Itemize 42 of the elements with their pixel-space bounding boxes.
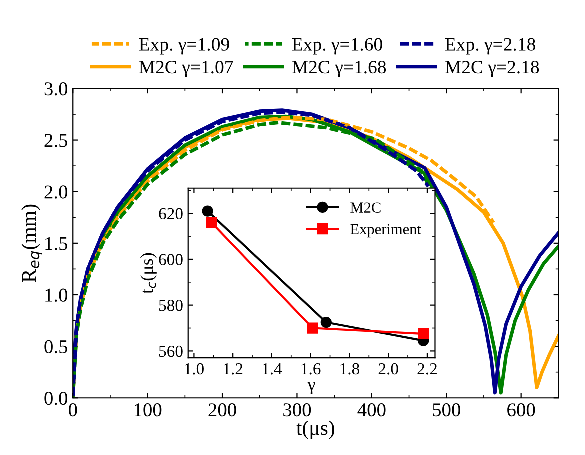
y-axis-title: R$_{eq}$(mm)	[22, 204, 42, 283]
y-tick-label: 620	[159, 208, 183, 220]
y-tick-label: 0.5	[44, 340, 68, 354]
point	[320, 316, 332, 328]
x-tick-label: 600	[508, 404, 536, 417]
y-tick-label: 0.0	[44, 392, 68, 406]
y-tick-label: 3.0	[44, 82, 68, 96]
y-axis-title: t$_{c}$(μs)	[140, 253, 157, 294]
x-tick-label: 2.2	[418, 363, 437, 375]
y-tick-label: 2.0	[44, 186, 68, 199]
legend-label: M2C γ=1.68	[292, 61, 386, 78]
point	[202, 206, 214, 217]
y-tick-label: 580	[159, 300, 183, 312]
legend-label: Exp. γ=1.60	[292, 38, 382, 55]
y-tick-label: 600	[159, 254, 183, 266]
x-tick-label: 2.0	[378, 363, 398, 375]
y-tick-label: 560	[159, 346, 183, 358]
legend-label: Exp. γ=2.18	[445, 38, 536, 55]
x-tick-label: 0	[69, 404, 78, 417]
legend-label: M2C γ=1.07	[139, 61, 234, 78]
x-tick-label: 300	[284, 404, 312, 417]
legend-label: Exp. γ=1.09	[139, 38, 230, 55]
x-tick-label: 1.2	[224, 363, 243, 375]
x-tick-label: 1.4	[263, 364, 282, 375]
point	[418, 328, 430, 340]
y-tick-label: 1.5	[46, 237, 68, 250]
x-axis-title: t(μs)	[296, 420, 334, 440]
y-tick-label: 2.5	[44, 134, 68, 148]
x-tick-label: 400	[358, 404, 386, 417]
x-tick-label: 1.6	[302, 363, 321, 375]
legend-label: Experiment	[350, 224, 422, 238]
x-tick-label: 1.8	[340, 363, 360, 375]
x-tick-label: 500	[433, 404, 460, 417]
point	[307, 322, 318, 334]
x-tick-label: 1.0	[185, 363, 204, 375]
y-tick-label: 1.0	[46, 288, 68, 302]
legend-label: M2C	[350, 202, 381, 213]
x-axis-title: γ	[308, 382, 316, 394]
point	[206, 217, 218, 228]
x-tick-label: 200	[208, 404, 236, 417]
x-tick-label: 100	[134, 404, 162, 417]
legend-label: M2C γ=2.18	[445, 61, 540, 78]
